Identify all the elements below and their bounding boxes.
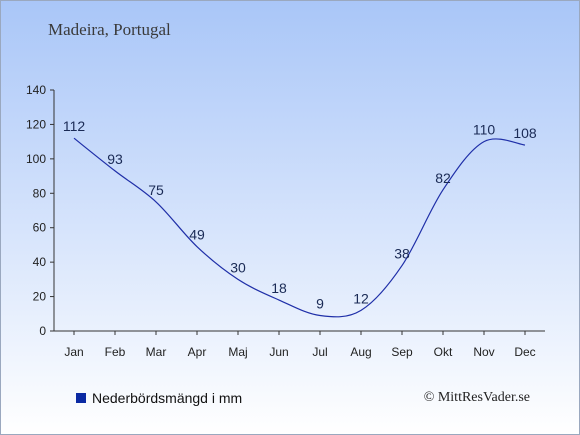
- data-label: 82: [435, 170, 451, 186]
- data-label: 108: [513, 125, 537, 141]
- x-tick-label: Aug: [350, 345, 371, 359]
- legend: Nederbördsmängd i mm: [76, 390, 242, 406]
- data-label: 93: [107, 151, 123, 167]
- y-tick-label: 40: [33, 255, 47, 269]
- chart-subtitle: Madeira, Portugal: [48, 20, 171, 39]
- credit-text: © MittResVader.se: [423, 390, 530, 405]
- x-tick-label: Nov: [473, 345, 494, 359]
- data-label: 75: [148, 182, 164, 198]
- x-tick-label: Dec: [514, 345, 535, 359]
- y-tick-label: 120: [26, 117, 46, 131]
- y-tick-label: 80: [33, 186, 47, 200]
- data-label: 9: [316, 296, 324, 312]
- x-ticks: Jan Feb Mar Apr Maj Jun Jul Aug Sep Okt Nov Dec: [64, 331, 536, 359]
- y-tick-label: 20: [33, 290, 47, 304]
- x-tick-label: Sep: [391, 345, 413, 359]
- x-tick-label: Feb: [105, 345, 126, 359]
- y-tick-label: 140: [26, 83, 46, 97]
- legend-label: Nederbördsmängd i mm: [92, 390, 243, 406]
- precipitation-line: [73, 137, 526, 318]
- x-tick-label: Maj: [228, 345, 247, 359]
- y-ticks: 0 20 40 60 80 100 120 140: [26, 83, 54, 338]
- data-label: 49: [189, 227, 205, 243]
- data-labels: 112 93 75 49 30 18 9 12 38 82 110 108: [63, 118, 537, 311]
- x-tick-label: Okt: [434, 345, 453, 359]
- y-tick-label: 60: [33, 221, 47, 235]
- data-label: 110: [473, 122, 496, 138]
- y-tick-label: 100: [26, 152, 46, 166]
- data-label: 112: [63, 118, 86, 134]
- x-tick-label: Apr: [188, 345, 207, 359]
- x-tick-label: Jan: [64, 345, 83, 359]
- data-label: 18: [271, 280, 287, 296]
- x-tick-label: Mar: [146, 345, 167, 359]
- data-label: 30: [230, 259, 246, 275]
- x-tick-label: Jun: [269, 345, 288, 359]
- data-label: 12: [353, 290, 369, 306]
- y-tick-label: 0: [39, 324, 46, 338]
- data-label: 38: [394, 246, 410, 262]
- legend-swatch: [76, 393, 86, 403]
- x-tick-label: Jul: [312, 345, 327, 359]
